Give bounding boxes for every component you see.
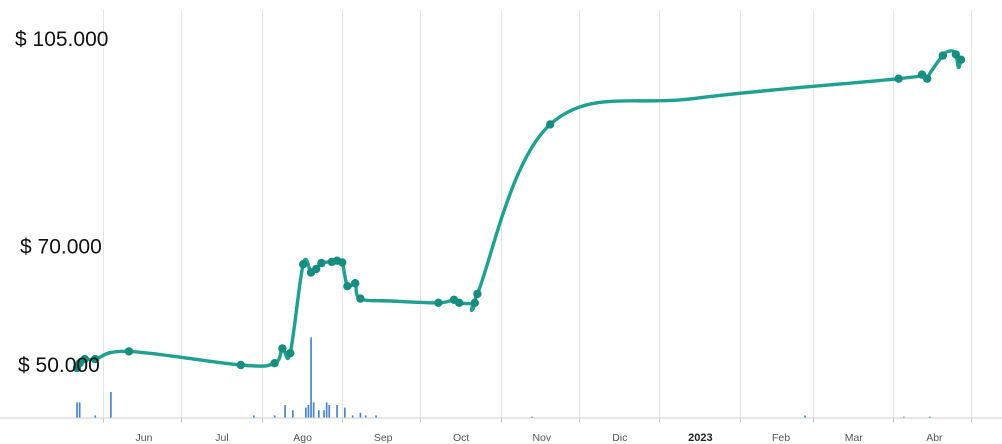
volume-bar [76,402,78,418]
price-point [356,294,365,303]
volume-bar [318,410,320,418]
price-point [91,354,100,364]
volume-bar [804,415,806,418]
price-point [317,258,326,268]
y-tick-label: $ 70.000 [20,236,102,259]
price-point [236,360,245,370]
volume-bar [310,337,312,418]
price-point [278,344,287,353]
price-point [546,120,555,129]
x-tick-label: Ago [293,432,312,444]
volume-bar [344,407,346,418]
x-tick-label: Mar [845,432,864,444]
volume-bars [76,337,931,418]
price-point [286,348,295,358]
price-point [351,279,360,288]
price-point [951,50,960,59]
volume-bar [323,410,325,418]
volume-bar [359,412,362,418]
price-point [470,298,479,307]
price-point [299,260,308,269]
price-point [455,298,464,307]
x-tick-label: Sep [374,432,393,444]
x-tick-label: 2023 [688,432,712,444]
price-point [343,282,352,291]
grid-lines [103,10,972,418]
volume-bar [253,415,255,418]
volume-bar [531,416,533,418]
price-point [434,298,443,307]
volume-bar [312,402,315,418]
y-tick-label: $ 50.000 [18,354,100,377]
volume-bar [364,415,367,418]
x-tick-label: Abr [926,432,943,444]
price-point [938,51,947,60]
price-point [923,74,932,83]
x-axis-ticks: JunJulAgoSepOctNovDic2023FebMarAbrMa [103,418,972,444]
price-points [72,50,966,373]
price-point [473,289,482,299]
x-tick-label: Dic [612,432,627,444]
price-point [80,354,90,364]
volume-bar [305,407,307,418]
x-tick-label: Jul [215,432,228,444]
price-point [338,258,347,267]
volume-bar [903,416,905,418]
volume-bar [94,415,97,418]
volume-bar [351,415,354,418]
x-tick-label: Nov [532,432,551,444]
x-tick-label: Feb [772,432,790,444]
volume-bar [929,416,931,418]
y-tick-label: $ 105.000 [15,28,108,51]
volume-bar [284,405,286,418]
price-point [270,359,279,368]
volume-bar [307,405,310,418]
y-axis-ticks: $ 105.000 $ 70.000 $ 50.000 [15,28,108,377]
volume-bar [336,405,338,418]
volume-bar [292,410,294,418]
price-point [312,264,321,274]
price-point [124,347,134,356]
x-tick-label: Oct [453,432,469,444]
volume-bar [375,415,377,418]
volume-bar [78,402,81,418]
price-series-line [75,49,963,370]
price-point [894,74,903,83]
volume-bar [328,405,331,418]
volume-bar [110,392,112,418]
price-point [956,55,966,64]
x-tick-label: Jun [136,432,153,444]
volume-bar [325,402,328,418]
volume-bar [273,415,276,418]
